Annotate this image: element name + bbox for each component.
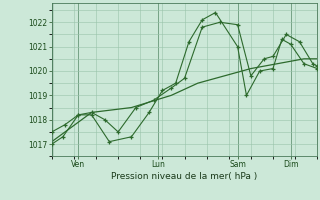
X-axis label: Pression niveau de la mer( hPa ): Pression niveau de la mer( hPa ) [111, 172, 258, 181]
